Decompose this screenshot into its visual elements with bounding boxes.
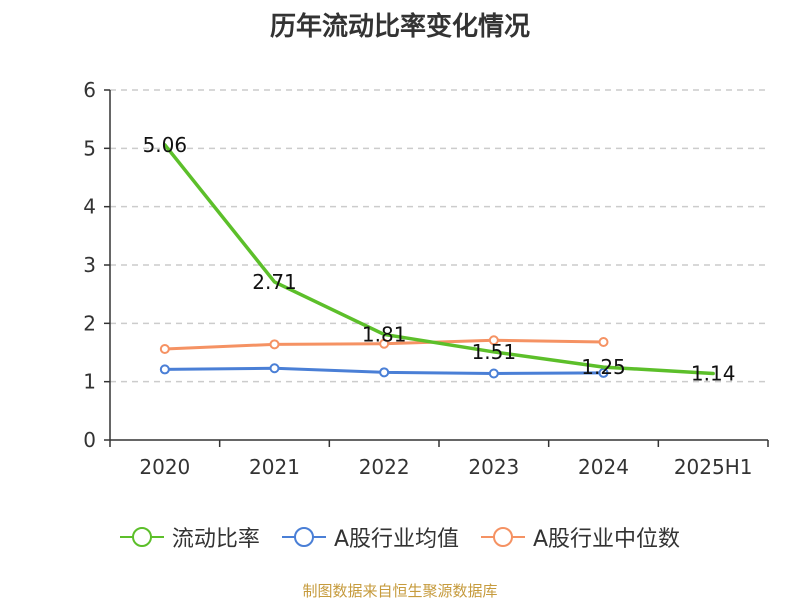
- data-label: 1.25: [581, 355, 626, 379]
- legend-circle: [293, 527, 314, 547]
- series-point: [488, 335, 499, 346]
- y-tick-label: 5: [83, 136, 96, 160]
- data-label: 1.51: [472, 340, 517, 364]
- data-label-layer: 5.06 2.71 1.81 1.51 1.25 1.14: [143, 133, 736, 386]
- x-tick-label: 2020: [139, 455, 190, 479]
- y-tick-label: 1: [83, 370, 96, 394]
- x-tick-label: 2024: [578, 455, 629, 479]
- source-note: 制图数据来自恒生聚源数据库: [302, 582, 498, 600]
- series-point: [159, 364, 170, 375]
- series-point: [269, 363, 280, 374]
- legend: 流动比率 A股行业均值 A股行业中位数: [0, 520, 800, 554]
- series-point: [159, 344, 170, 354]
- series-point: [488, 368, 499, 379]
- x-tick-label: 2023: [468, 455, 519, 479]
- x-tick-label: 2022: [359, 455, 410, 479]
- data-label: 2.71: [252, 270, 297, 294]
- legend-line-circle-icon: [119, 527, 164, 547]
- x-tick-label: 2025H1: [674, 455, 753, 479]
- legend-item-industry-median[interactable]: A股行业中位数: [481, 521, 680, 553]
- series-layer: [159, 143, 715, 379]
- series-line: [163, 143, 715, 376]
- chart-title: 历年流动比率变化情况: [269, 12, 530, 42]
- legend-label: A股行业均值: [333, 527, 459, 552]
- y-tick-label: 4: [83, 195, 96, 219]
- data-label: 1.14: [691, 362, 736, 386]
- series-point: [598, 337, 609, 347]
- data-label: 1.81: [362, 322, 407, 346]
- grid-layer: [110, 89, 768, 383]
- y-tick-label: 3: [83, 253, 96, 277]
- y-tick-label: 0: [83, 428, 96, 452]
- legend-item-current-ratio[interactable]: 流动比率: [119, 521, 260, 553]
- axis-layer: 0 1 2 3 4 5 6 2020 2021 2022 2023 2024 2025H1: [83, 78, 769, 479]
- legend-line-circle-icon: [281, 527, 326, 547]
- y-tick-label: 6: [83, 78, 96, 102]
- series-point: [379, 338, 390, 349]
- legend-circle: [131, 527, 152, 547]
- legend-label: 流动比率: [171, 527, 260, 552]
- data-label: 5.06: [143, 133, 188, 157]
- legend-line-circle-icon: [481, 527, 525, 547]
- legend-label: A股行业中位数: [533, 527, 681, 552]
- legend-circle: [493, 527, 513, 547]
- y-tick-label: 2: [83, 311, 96, 335]
- x-tick-label: 2021: [249, 455, 300, 479]
- series-point: [379, 367, 390, 378]
- series-point: [269, 339, 280, 350]
- legend-item-industry-mean[interactable]: A股行业均值: [281, 521, 459, 553]
- series-point: [598, 367, 609, 378]
